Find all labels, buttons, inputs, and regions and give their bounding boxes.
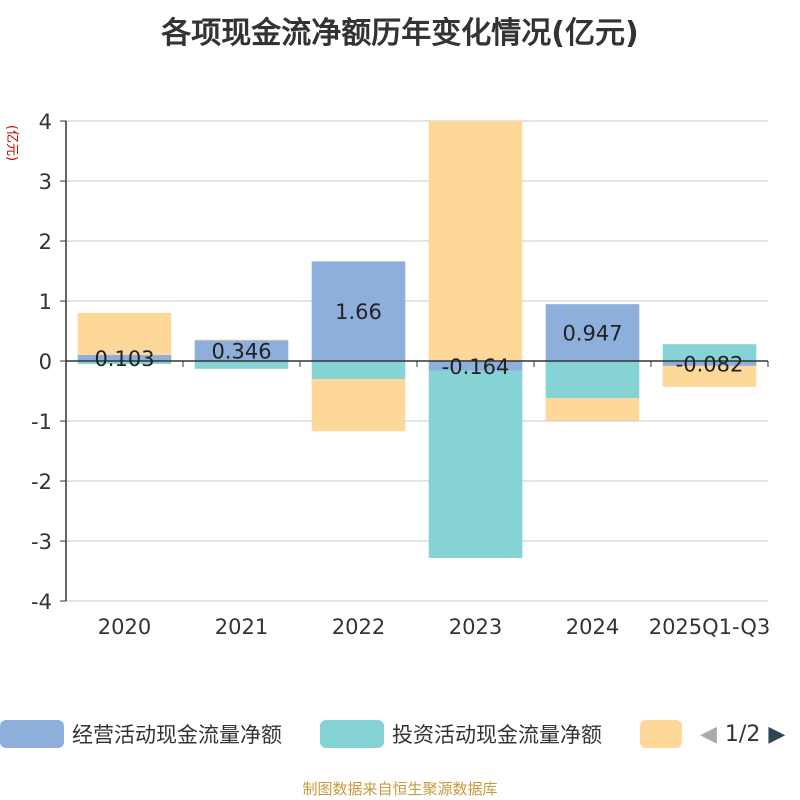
bar-investing-2020	[77, 361, 172, 364]
y-tick-label: -3	[31, 530, 52, 554]
bar-operating-2024	[545, 304, 640, 361]
x-tick-label: 2025Q1-Q3	[649, 615, 771, 639]
bar-operating-2020	[77, 354, 172, 361]
bar-investing-2024	[545, 361, 640, 399]
legend-item-financing[interactable]	[640, 716, 682, 752]
data-label-operating-2020: 0.103	[94, 347, 154, 371]
bar-financing-2023	[428, 121, 523, 361]
x-tick-label: 2020	[98, 615, 151, 639]
legend-swatch-operating	[0, 720, 64, 748]
bar-financing-2024	[545, 398, 640, 421]
bar-operating-2023	[428, 361, 523, 371]
legend-label-operating: 经营活动现金流量净额	[72, 723, 282, 747]
data-source-note: 制图数据来自恒生聚源数据库	[302, 780, 498, 798]
data-label-operating-2022: 1.66	[335, 300, 382, 324]
bar-operating-2021	[194, 340, 289, 361]
y-tick-label: 0	[39, 350, 52, 374]
legend-pager: ◀ 1/2 ▶	[700, 716, 785, 752]
y-axis-title: (亿元)	[4, 125, 19, 161]
data-label-operating-2024: 0.947	[562, 322, 622, 346]
bar-investing-2021	[194, 361, 289, 369]
y-tick-label: -1	[31, 410, 52, 434]
bar-investing-2023	[428, 370, 523, 559]
triangle-left-icon[interactable]: ◀	[700, 721, 717, 747]
legend-swatch-investing	[320, 720, 384, 748]
legend-page-indicator: 1/2	[724, 721, 761, 747]
chart-title: 各项现金流净额历年变化情况(亿元)	[161, 16, 639, 51]
legend-item-operating[interactable]: 经营活动现金流量净额	[0, 716, 282, 752]
bar-operating-2022	[311, 261, 406, 361]
x-tick-label: 2024	[566, 615, 619, 639]
bar-financing-2022	[311, 379, 406, 432]
bar-financing-2025Q1-Q3	[662, 365, 757, 387]
bar-investing-2022	[311, 361, 406, 379]
bar-financing-2020	[77, 312, 172, 355]
x-tick-label: 2022	[332, 615, 385, 639]
y-tick-label: -2	[31, 470, 52, 494]
x-tick-label: 2023	[449, 615, 502, 639]
legend-item-investing[interactable]: 投资活动现金流量净额	[320, 716, 602, 752]
chart-area: -4 -3 -2 -1 0 1 2 3 4 (亿元) 2020 2021 2022 2023 2024 202…	[4, 110, 771, 639]
bar-operating-2025Q1-Q3	[662, 361, 757, 366]
y-tick-label: 4	[39, 110, 52, 134]
legend-label-investing: 投资活动现金流量净额	[392, 723, 602, 747]
x-tick-label: 2021	[215, 615, 268, 639]
y-tick-label: 2	[39, 230, 52, 254]
y-tick-label: -4	[31, 590, 52, 614]
bar-investing-2025Q1-Q3	[662, 344, 757, 361]
bar-financing-2021	[194, 339, 289, 341]
legend: 经营活动现金流量净额 投资活动现金流量净额 ◀ 1/2 ▶	[0, 716, 800, 756]
data-label-operating-2023: -0.164	[442, 355, 510, 379]
triangle-right-icon[interactable]: ▶	[768, 721, 786, 747]
legend-swatch-financing	[640, 720, 682, 748]
y-tick-label: 3	[39, 170, 52, 194]
data-label-operating-2025Q1-Q3: -0.082	[676, 352, 744, 376]
y-tick-label: 1	[39, 290, 52, 314]
data-label-operating-2021: 0.346	[211, 340, 271, 364]
